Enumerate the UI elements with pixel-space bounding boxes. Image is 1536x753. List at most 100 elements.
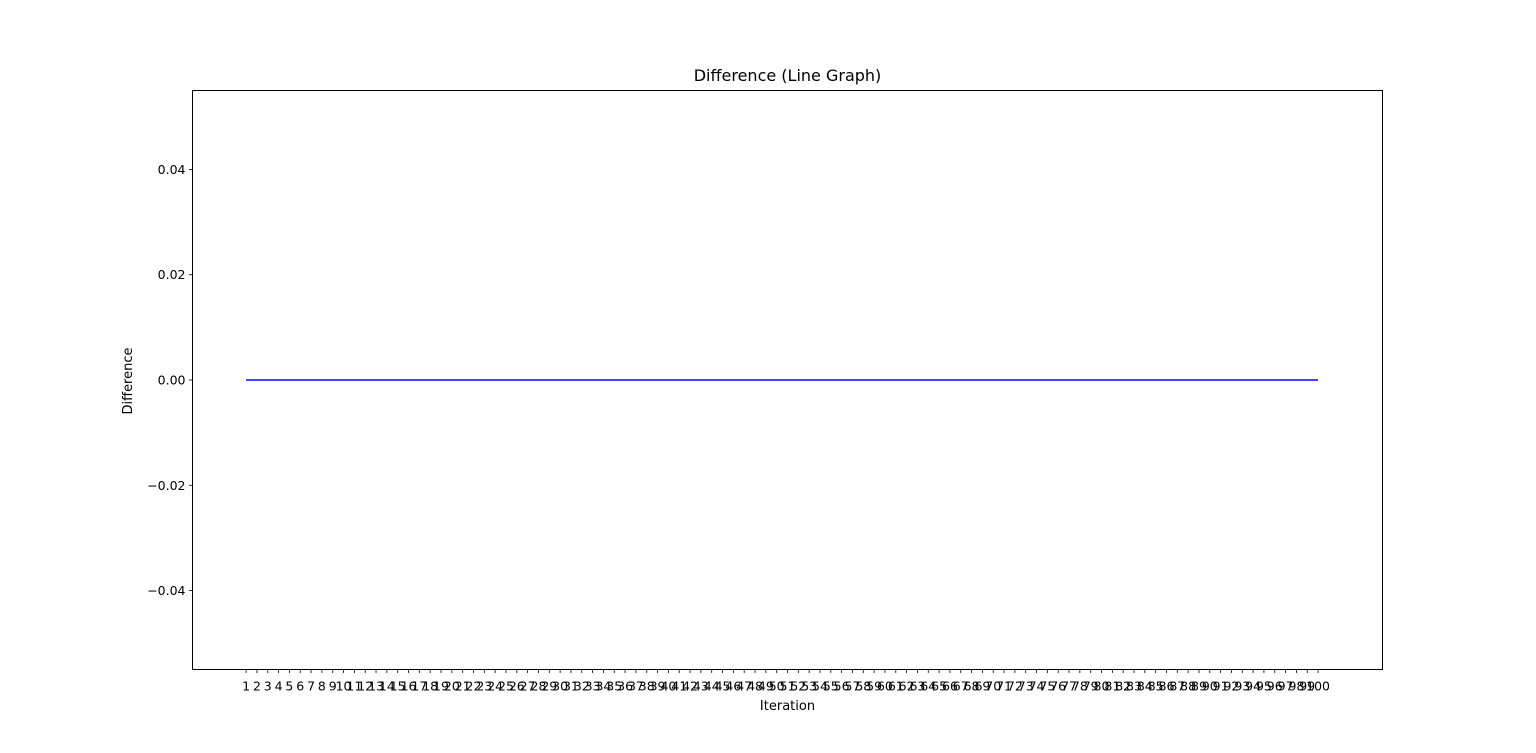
- x-tick-label: 32: [574, 679, 590, 694]
- x-tick-label: 96: [1267, 679, 1283, 694]
- x-tick-label: 80: [1094, 679, 1110, 694]
- x-tick-label: 45: [715, 679, 731, 694]
- x-tick-label: 24: [487, 679, 503, 694]
- x-tick-label: 94: [1245, 679, 1261, 694]
- x-tick-label: 29: [541, 679, 557, 694]
- x-tick-label: 51: [780, 679, 796, 694]
- x-tick-label: 43: [693, 679, 709, 694]
- x-axis: 1 2 3 4 5 6 7 8 91011121314151617181920212223242…: [242, 669, 1330, 694]
- x-tick-label: 42: [682, 679, 698, 694]
- x-tick-label: 78: [1072, 679, 1088, 694]
- x-tick-label: 89: [1191, 679, 1207, 694]
- x-tick-label: 77: [1061, 679, 1077, 694]
- x-tick-label: 95: [1256, 679, 1272, 694]
- x-tick-label: 15: [390, 679, 406, 694]
- x-tick-label: 87: [1169, 679, 1185, 694]
- x-tick-label: 53: [801, 679, 817, 694]
- x-tick-label: 27: [520, 679, 536, 694]
- x-tick-label: 56: [834, 679, 850, 694]
- x-tick-label: 85: [1148, 679, 1164, 694]
- x-tick-label: 75: [1039, 679, 1055, 694]
- x-tick-label: 6: [296, 679, 304, 694]
- x-tick-label: 40: [660, 679, 676, 694]
- x-tick-label: 61: [888, 679, 904, 694]
- x-tick-label: 100: [1306, 679, 1330, 694]
- x-tick-label: 16: [401, 679, 417, 694]
- y-tick-label: 0.02: [158, 267, 186, 282]
- x-tick-label: 3: [264, 679, 272, 694]
- x-tick-label: 52: [790, 679, 806, 694]
- y-tick-label: 0.00: [158, 373, 186, 388]
- x-tick-label: 22: [466, 679, 482, 694]
- x-tick-label: 93: [1234, 679, 1250, 694]
- x-tick-label: 9: [329, 679, 337, 694]
- x-tick-label: 69: [974, 679, 990, 694]
- x-tick-label: 23: [476, 679, 492, 694]
- x-tick-label: 20: [444, 679, 460, 694]
- x-tick-label: 68: [964, 679, 980, 694]
- x-tick-label: 97: [1278, 679, 1294, 694]
- x-tick-label: 70: [985, 679, 1001, 694]
- x-tick-label: 86: [1159, 679, 1175, 694]
- x-tick-label: 17: [411, 679, 427, 694]
- x-tick-label: 64: [920, 679, 936, 694]
- x-tick-label: 30: [552, 679, 568, 694]
- y-axis: −0.04 −0.02 0.00 0.02 0.04: [147, 162, 193, 598]
- x-tick-label: 60: [877, 679, 893, 694]
- x-tick-label: 8: [318, 679, 326, 694]
- x-tick-label: 99: [1299, 679, 1315, 694]
- x-tick-label: 36: [617, 679, 633, 694]
- x-tick-label: 46: [725, 679, 741, 694]
- x-tick-label: 88: [1180, 679, 1196, 694]
- x-tick-label: 50: [769, 679, 785, 694]
- x-tick-label: 7: [307, 679, 315, 694]
- y-tick-label: −0.04: [147, 583, 185, 598]
- x-tick-label: 55: [823, 679, 839, 694]
- x-tick-label: 59: [866, 679, 882, 694]
- x-tick-label: 14: [379, 679, 395, 694]
- x-tick-label: 84: [1137, 679, 1153, 694]
- y-axis-label: Difference: [121, 347, 136, 414]
- x-tick-label: 74: [1029, 679, 1045, 694]
- x-tick-label: 98: [1288, 679, 1304, 694]
- x-tick-label: 65: [931, 679, 947, 694]
- x-tick-label: 82: [1115, 679, 1131, 694]
- x-tick-label: 18: [422, 679, 438, 694]
- x-tick-label: 2: [253, 679, 261, 694]
- x-tick-label: 26: [509, 679, 525, 694]
- x-tick-label: 13: [368, 679, 384, 694]
- x-tick-label: 73: [1018, 679, 1034, 694]
- y-tick-label: −0.02: [147, 478, 185, 493]
- x-tick-label: 57: [845, 679, 861, 694]
- x-tick-label: 10: [336, 679, 352, 694]
- x-tick-label: 81: [1104, 679, 1120, 694]
- x-tick-label: 79: [1083, 679, 1099, 694]
- x-tick-label: 92: [1223, 679, 1239, 694]
- y-tick-label: 0.04: [158, 162, 186, 177]
- x-tick-label: 39: [650, 679, 666, 694]
- x-tick-label: 1: [242, 679, 250, 694]
- x-tick-label: 34: [595, 679, 611, 694]
- x-tick-label: 72: [1007, 679, 1023, 694]
- x-tick-label: 28: [531, 679, 547, 694]
- x-tick-label: 4: [275, 679, 283, 694]
- x-tick-label: 63: [909, 679, 925, 694]
- x-tick-label: 25: [498, 679, 514, 694]
- x-tick-label: 35: [606, 679, 622, 694]
- x-axis-label: Iteration: [760, 699, 815, 714]
- x-tick-label: 49: [758, 679, 774, 694]
- x-tick-label: 76: [1050, 679, 1066, 694]
- x-tick-label: 91: [1213, 679, 1229, 694]
- x-tick-label: 37: [628, 679, 644, 694]
- x-tick-label: 71: [996, 679, 1012, 694]
- x-tick-label: 90: [1202, 679, 1218, 694]
- x-tick-label: 67: [953, 679, 969, 694]
- x-tick-label: 47: [736, 679, 752, 694]
- x-tick-label: 83: [1126, 679, 1142, 694]
- x-tick-label: 21: [455, 679, 471, 694]
- x-tick-label: 62: [899, 679, 915, 694]
- x-tick-label: 5: [285, 679, 293, 694]
- x-tick-label: 11: [346, 679, 362, 694]
